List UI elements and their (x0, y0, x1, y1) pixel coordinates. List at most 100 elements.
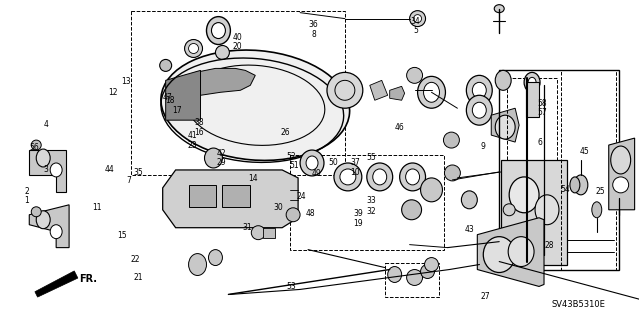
Polygon shape (492, 108, 519, 142)
Bar (131, 11, 345, 175)
Text: 9: 9 (480, 142, 485, 151)
Text: 35: 35 (134, 168, 143, 177)
Text: 17: 17 (172, 106, 181, 115)
Ellipse shape (205, 148, 223, 168)
Polygon shape (29, 205, 69, 248)
Text: 22: 22 (131, 255, 140, 264)
Text: 3: 3 (44, 165, 49, 174)
Ellipse shape (211, 23, 225, 39)
Ellipse shape (406, 169, 420, 185)
Text: 7: 7 (126, 176, 131, 185)
Ellipse shape (461, 191, 477, 209)
Bar (507, 78, 557, 262)
Bar (499, 70, 619, 270)
Text: 58: 58 (537, 100, 547, 108)
Ellipse shape (340, 169, 356, 185)
Bar (223, 185, 250, 207)
Bar (561, 70, 616, 270)
Text: 24: 24 (296, 191, 306, 201)
Text: 8: 8 (311, 30, 316, 39)
Ellipse shape (406, 270, 422, 286)
Ellipse shape (36, 149, 50, 167)
Text: 38: 38 (194, 118, 204, 128)
Text: 11: 11 (92, 203, 102, 211)
Text: 4: 4 (44, 120, 49, 129)
Polygon shape (390, 86, 404, 100)
Text: 25: 25 (596, 187, 605, 196)
Text: 28: 28 (545, 241, 554, 250)
Ellipse shape (508, 237, 534, 267)
Ellipse shape (372, 169, 387, 185)
Ellipse shape (528, 78, 536, 87)
Ellipse shape (334, 163, 362, 191)
Text: 49: 49 (312, 169, 322, 178)
Text: 40: 40 (232, 33, 242, 42)
Ellipse shape (286, 208, 300, 222)
Polygon shape (477, 218, 544, 286)
Ellipse shape (574, 175, 588, 195)
Ellipse shape (467, 75, 492, 105)
Text: 27: 27 (481, 292, 490, 300)
Text: 30: 30 (274, 203, 284, 211)
Text: 15: 15 (118, 231, 127, 240)
Text: 42: 42 (216, 149, 226, 158)
Ellipse shape (327, 72, 363, 108)
Text: 33: 33 (366, 196, 376, 205)
Text: 56: 56 (29, 143, 40, 152)
Ellipse shape (367, 163, 393, 191)
Ellipse shape (503, 204, 515, 216)
Text: 6: 6 (538, 137, 542, 146)
Ellipse shape (519, 228, 539, 252)
Ellipse shape (388, 267, 402, 282)
Ellipse shape (611, 146, 630, 174)
Ellipse shape (160, 59, 172, 71)
Ellipse shape (161, 50, 349, 160)
Text: 16: 16 (194, 128, 204, 137)
Ellipse shape (524, 72, 540, 92)
Ellipse shape (494, 5, 504, 13)
Text: 51: 51 (290, 161, 300, 170)
Text: 34: 34 (411, 17, 420, 26)
Ellipse shape (184, 40, 202, 57)
Ellipse shape (252, 226, 265, 240)
Text: 57: 57 (537, 108, 547, 117)
Bar (385, 263, 440, 297)
Ellipse shape (495, 70, 511, 90)
Ellipse shape (402, 200, 422, 220)
Ellipse shape (612, 177, 628, 193)
Ellipse shape (495, 115, 515, 139)
Text: 36: 36 (308, 20, 319, 29)
Ellipse shape (50, 163, 62, 177)
Text: 21: 21 (134, 272, 143, 281)
Ellipse shape (189, 254, 207, 276)
Text: 48: 48 (306, 209, 316, 218)
Ellipse shape (483, 237, 515, 272)
Ellipse shape (420, 264, 435, 278)
Text: FR.: FR. (79, 274, 97, 285)
Text: 2: 2 (24, 187, 29, 196)
Text: 23: 23 (188, 141, 197, 150)
Text: 47: 47 (162, 93, 172, 102)
Bar (263, 228, 275, 238)
Ellipse shape (410, 11, 426, 26)
Text: 31: 31 (242, 223, 252, 232)
Polygon shape (35, 271, 78, 297)
Text: 45: 45 (580, 147, 589, 156)
Ellipse shape (300, 150, 324, 176)
Text: 39: 39 (353, 209, 363, 218)
Text: 12: 12 (108, 88, 118, 97)
Text: 10: 10 (350, 168, 360, 177)
Text: 32: 32 (366, 207, 376, 216)
Text: SV43B5310E: SV43B5310E (552, 300, 606, 309)
Ellipse shape (413, 15, 422, 23)
Text: 14: 14 (248, 174, 258, 183)
Ellipse shape (420, 178, 442, 202)
Ellipse shape (216, 46, 229, 59)
Bar (189, 185, 216, 207)
Text: 50: 50 (328, 158, 338, 167)
Polygon shape (370, 80, 388, 100)
Bar (290, 155, 444, 249)
Polygon shape (501, 160, 567, 264)
Polygon shape (609, 138, 635, 210)
Text: 20: 20 (232, 42, 242, 51)
